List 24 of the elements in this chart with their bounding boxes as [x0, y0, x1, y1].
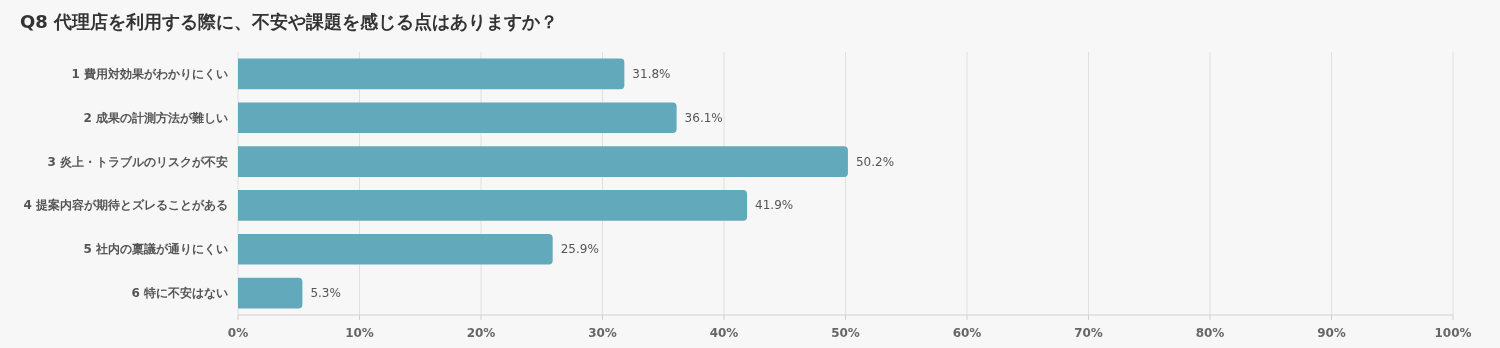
data-label: 41.9% [755, 198, 794, 213]
x-tick-label: 0% [227, 326, 249, 340]
x-tick-label: 10% [345, 326, 374, 340]
data-label: 5.3% [310, 286, 341, 301]
x-tick-label: 100% [1434, 326, 1472, 340]
y-tick-label: 4 提案内容が期待とズレることがある [23, 198, 228, 213]
data-label: 31.8% [632, 66, 671, 81]
x-tick-label: 40% [709, 326, 739, 340]
x-tick-label: 50% [831, 326, 860, 340]
title: Q8 代理店を利用する際に、不安や課題を感じる点はありますか？ [20, 11, 559, 32]
data-label: 25.9% [560, 242, 599, 257]
x-tick-label: 60% [952, 326, 982, 340]
x-tick-label: 70% [1074, 326, 1103, 340]
x-tick-label: 80% [1195, 326, 1225, 340]
y-tick-label: 6 特に不安はない [131, 286, 228, 301]
x-tick-label: 20% [466, 326, 496, 340]
data-label: 50.2% [855, 154, 895, 169]
y-tick-label: 2 成果の計測方法が難しい [83, 110, 228, 125]
x-tick-label: 90% [1317, 326, 1346, 340]
y-tick-label: 1 費用対効果がわかりにくい [71, 66, 228, 81]
y-tick-label: 3 炎上・トラブルのリスクが不安 [47, 154, 228, 169]
data-label: 36.1% [684, 110, 723, 125]
y-tick-label: 5 社内の稟議が通りにくい [83, 242, 228, 257]
x-tick-label: 30% [588, 326, 617, 340]
